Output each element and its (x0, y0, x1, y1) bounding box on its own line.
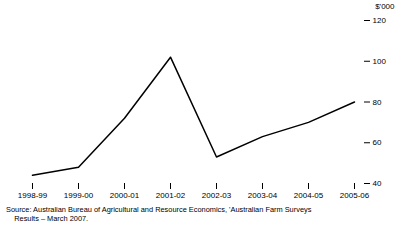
html-text:Source: Australian Bureau of A: Source: Australian Bureau of Agricultura… (6, 205, 312, 223)
svg-text:2003-04: 2003-04 (248, 191, 278, 200)
svg-text:40: 40 (373, 179, 382, 188)
svg-text:120: 120 (373, 16, 387, 25)
svg-text:1999-00: 1999-00 (64, 191, 94, 200)
svg-text:2001-02: 2001-02 (156, 191, 186, 200)
svg-text:$'000: $'000 (375, 2, 395, 11)
svg-text:80: 80 (373, 98, 382, 107)
svg-text:2004-05: 2004-05 (294, 191, 324, 200)
svg-text:2005-06: 2005-06 (340, 191, 370, 200)
svg-text:60: 60 (373, 138, 382, 147)
svg-text:2002-03: 2002-03 (202, 191, 232, 200)
svg-text:2000-01: 2000-01 (110, 191, 140, 200)
svg-text:1998-99: 1998-99 (18, 191, 48, 200)
svg-text:100: 100 (373, 57, 387, 66)
